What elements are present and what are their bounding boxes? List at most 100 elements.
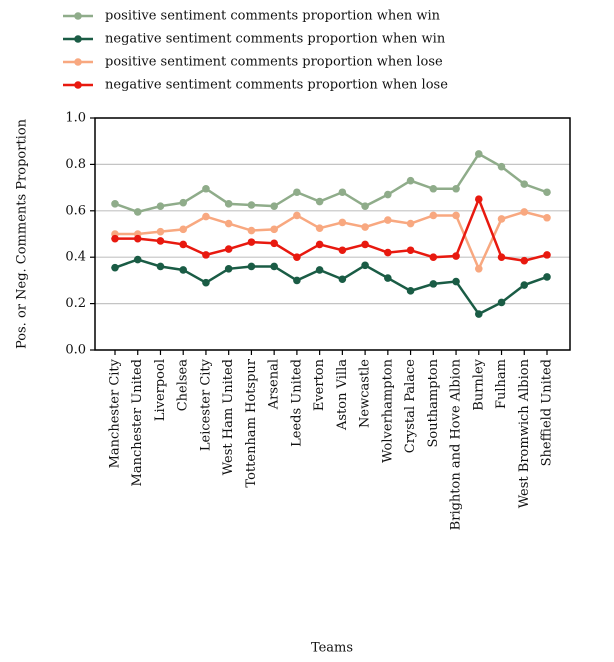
data-point <box>543 273 551 281</box>
data-point <box>452 211 460 220</box>
data-point <box>156 202 165 210</box>
data-point <box>543 251 551 259</box>
data-point <box>293 276 301 285</box>
data-point <box>179 266 188 274</box>
y-tick-label: 0.2 <box>65 296 86 311</box>
x-tick-label: Crystal Palace <box>403 359 418 454</box>
data-point <box>315 197 324 206</box>
data-point <box>338 275 347 284</box>
data-point <box>497 162 506 171</box>
data-point <box>224 245 233 253</box>
data-point <box>133 234 142 243</box>
data-point <box>224 219 233 228</box>
legend-marker <box>74 81 82 89</box>
data-point <box>156 237 165 245</box>
data-point <box>429 280 438 288</box>
data-point <box>111 234 119 243</box>
x-tick-label: Aston Villa <box>335 359 350 431</box>
data-point <box>247 262 256 271</box>
x-tick-label: Burnley <box>471 358 486 410</box>
data-point <box>497 298 506 307</box>
data-point <box>315 266 324 274</box>
legend-label: positive sentiment comments proportion w… <box>105 55 443 70</box>
data-point <box>384 190 392 199</box>
data-point <box>270 225 278 234</box>
data-point <box>543 188 551 197</box>
x-tick-label: Arsenal <box>267 359 282 410</box>
x-tick-label: Everton <box>312 358 327 411</box>
data-point <box>293 188 301 197</box>
legend-label: negative sentiment comments proportion w… <box>105 78 448 93</box>
data-point <box>361 240 369 249</box>
legend-label: positive sentiment comments proportion w… <box>105 9 441 24</box>
data-point <box>179 225 188 234</box>
data-point <box>156 227 165 236</box>
data-point <box>520 281 529 289</box>
data-point <box>293 211 301 220</box>
data-point <box>293 253 301 261</box>
data-point <box>224 265 233 273</box>
x-tick-label: West Ham United <box>221 359 236 475</box>
data-point <box>270 202 278 210</box>
data-point <box>315 240 324 249</box>
data-point <box>224 200 233 208</box>
x-tick-label: Manchester United <box>130 359 145 486</box>
data-point <box>361 202 369 210</box>
data-point <box>315 224 324 232</box>
series-line <box>114 152 548 214</box>
data-point <box>179 240 188 249</box>
y-tick-label: 0.6 <box>65 203 86 218</box>
data-point <box>384 248 392 257</box>
data-point <box>520 256 529 265</box>
data-point <box>497 215 506 223</box>
x-tick-label: Leeds United <box>289 359 304 447</box>
y-tick-label: 1.0 <box>65 111 86 126</box>
data-point <box>520 180 529 188</box>
x-tick-label: Southampton <box>426 358 441 447</box>
data-point <box>474 150 483 158</box>
data-point <box>474 265 483 273</box>
series-line <box>115 195 548 262</box>
y-tick-label: 0.8 <box>65 157 86 172</box>
data-point <box>202 212 210 221</box>
data-point <box>406 246 415 255</box>
data-point <box>452 252 460 260</box>
x-tick-label: Sheffield United <box>540 359 555 466</box>
data-point <box>429 211 438 220</box>
data-point <box>270 262 278 271</box>
data-point <box>406 219 415 228</box>
x-tick-label: Tottenham Hotspur <box>244 358 259 487</box>
legend-marker <box>74 12 82 20</box>
x-tick-label: Chelsea <box>176 359 191 412</box>
data-point <box>156 262 165 271</box>
y-axis-label: Pos. or Neg. Comments Proportion <box>15 118 30 349</box>
data-point <box>133 255 142 264</box>
data-point <box>338 246 347 255</box>
x-tick-label: Fulham <box>494 359 509 409</box>
x-tick-label: Newcastle <box>358 359 373 428</box>
data-point <box>474 310 483 318</box>
x-tick-label: West Bromwich Albion <box>517 358 532 508</box>
series-line <box>115 210 548 272</box>
data-point <box>384 274 392 282</box>
data-point <box>406 287 415 295</box>
data-point <box>429 184 438 193</box>
data-point <box>338 188 347 197</box>
data-point <box>133 208 142 216</box>
y-tick-label: 0.4 <box>65 250 86 265</box>
legend-label: negative sentiment comments proportion w… <box>105 32 446 47</box>
data-point <box>497 253 506 261</box>
data-point <box>474 195 483 203</box>
x-tick-label: Manchester City <box>108 358 123 468</box>
legend-marker <box>74 35 82 43</box>
x-tick-label: Wolverhampton <box>380 358 395 463</box>
data-point <box>111 200 119 208</box>
legend-marker <box>74 58 82 66</box>
y-tick-label: 0.0 <box>65 343 86 358</box>
data-point <box>452 277 460 286</box>
data-point <box>406 176 415 185</box>
data-point <box>429 253 438 261</box>
data-point <box>202 278 210 287</box>
data-point <box>202 184 210 193</box>
